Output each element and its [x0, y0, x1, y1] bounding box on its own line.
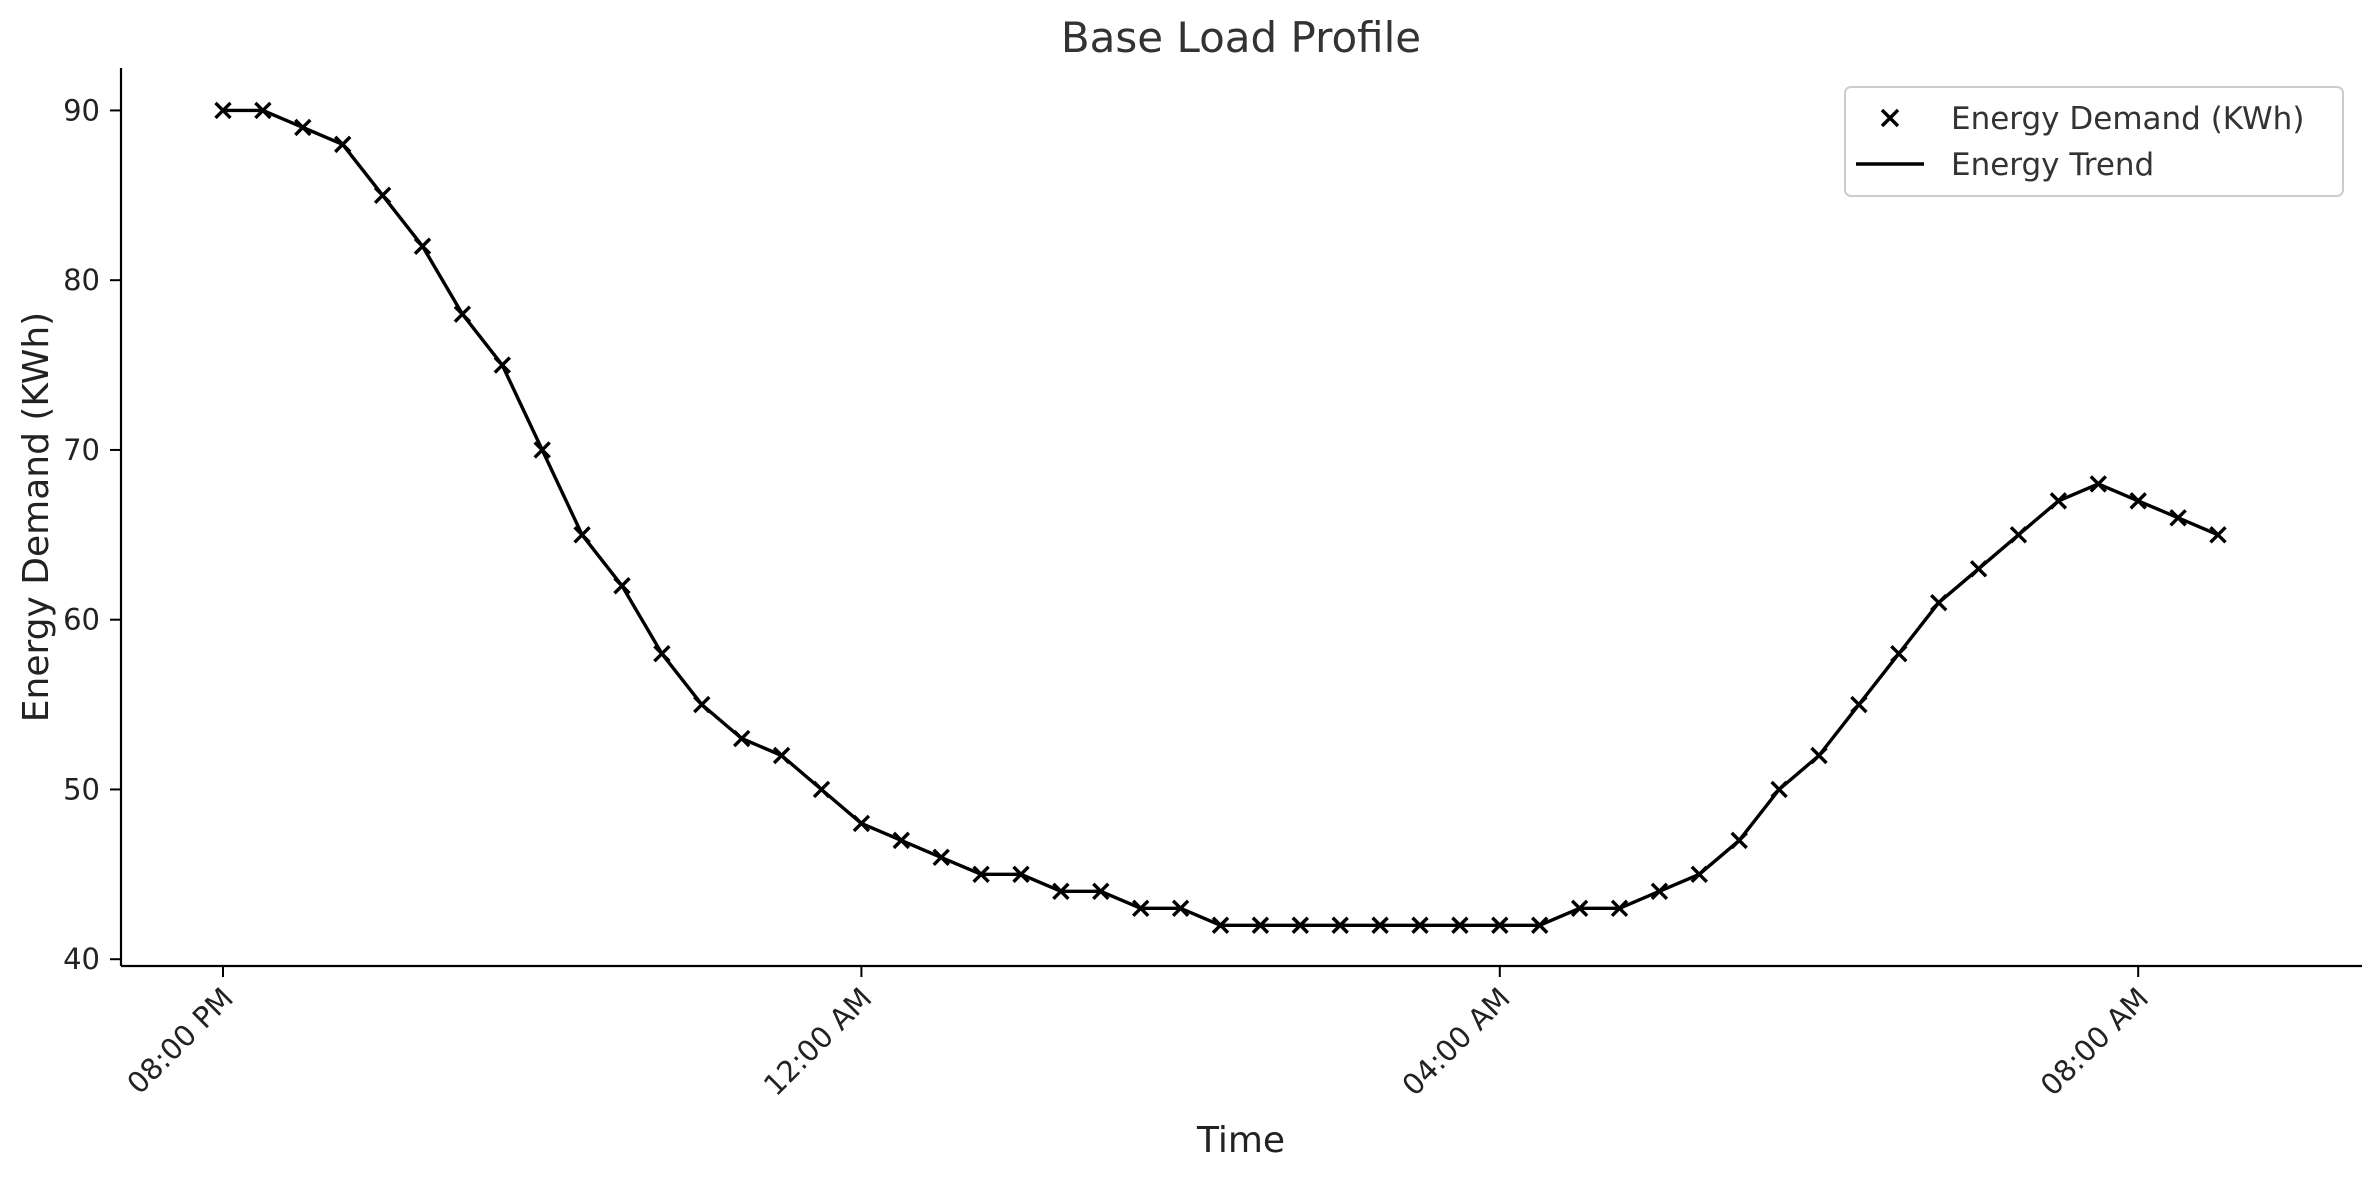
data-point-marker: [214, 101, 232, 120]
data-point-marker: [1850, 695, 1868, 714]
x-tick-label: 04:00 AM: [1395, 981, 1516, 1102]
data-point-marker: [1451, 916, 1469, 934]
data-point-marker: [1730, 831, 1748, 850]
y-tick-label: 90: [63, 93, 100, 127]
data-point-marker: [2129, 492, 2147, 510]
data-point-marker: [772, 746, 791, 765]
data-point-marker: [333, 135, 352, 154]
data-point-marker: [413, 237, 432, 255]
data-point-marker: [1810, 746, 1828, 765]
data-point-marker: [1570, 899, 1589, 917]
data-point-marker: [852, 814, 871, 833]
data-point-marker: [373, 186, 392, 205]
data-point-marker: [254, 101, 272, 120]
data-point-marker: [453, 305, 472, 323]
data-point-marker: [1929, 594, 1948, 612]
legend-label-energy-trend: Energy Trend: [1951, 147, 2154, 183]
legend-box: [1844, 86, 2344, 197]
legend-label-energy-demand: Energy Demand (KWh): [1951, 101, 2304, 137]
y-ticks: 40 50 60 70 80 90: [63, 93, 121, 976]
x-ticks: 08:00 PM 12:00 AM 04:00 AM 08:00 AM: [120, 966, 2155, 1102]
data-point-marker: [1092, 882, 1110, 901]
data-point-marker: [693, 695, 711, 714]
legend: Energy Demand (KWh) Energy Trend: [1844, 86, 2344, 197]
data-point-marker: [573, 526, 591, 544]
y-tick-label: 50: [63, 772, 100, 806]
data-point-marker: [1211, 916, 1230, 934]
axes: [119, 68, 2362, 968]
data-point-marker: [1690, 865, 1709, 884]
energy-trend-line: [223, 108, 2219, 927]
x-tick-label: 12:00 AM: [757, 981, 878, 1102]
chart-title: Base Load Profile: [1061, 13, 1421, 62]
x-tick-label: 08:00 AM: [2034, 981, 2155, 1102]
data-point-marker: [294, 118, 312, 137]
data-point-marker: [1650, 882, 1669, 901]
data-point-marker: [2009, 526, 2028, 544]
data-point-marker: [1331, 916, 1349, 934]
data-point-marker: [1371, 916, 1389, 934]
data-point-marker: [1291, 916, 1310, 934]
data-point-marker: [1770, 780, 1788, 799]
data-point-marker: [653, 644, 671, 663]
data-point-marker: [2049, 492, 2068, 510]
data-point-marker: [1530, 916, 1549, 934]
plot-area: [214, 101, 2227, 934]
data-point-marker: [2089, 475, 2108, 493]
data-point-marker: [812, 780, 831, 799]
data-point-marker: [1171, 899, 1190, 917]
data-point-marker: [1012, 865, 1030, 884]
data-point-marker: [533, 441, 551, 459]
data-point-marker: [932, 848, 950, 867]
data-point-marker: [1969, 560, 1988, 578]
data-point-marker: [613, 577, 631, 595]
x-tick-label: 08:00 PM: [120, 981, 240, 1101]
data-point-marker: [493, 356, 512, 374]
x-axis-title: Time: [1196, 1120, 1285, 1161]
y-axis-title: Energy Demand (KWh): [16, 312, 57, 722]
y-tick-label: 70: [63, 433, 100, 467]
data-point-marker: [972, 865, 990, 884]
data-point-marker: [732, 729, 751, 748]
data-point-marker: [1052, 882, 1070, 901]
data-point-marker: [892, 831, 911, 850]
y-tick-label: 80: [63, 263, 100, 297]
y-tick-label: 60: [63, 603, 100, 637]
data-point-marker: [1251, 916, 1270, 934]
legend-marker-icon: [1880, 108, 1900, 128]
data-point-marker: [1890, 644, 1908, 663]
data-point-marker: [1610, 899, 1629, 917]
data-point-marker: [1491, 916, 1509, 934]
data-point-marker: [1411, 916, 1429, 934]
y-tick-label: 40: [63, 942, 100, 976]
data-point-marker: [2169, 509, 2187, 527]
data-point-marker: [1131, 899, 1150, 917]
energy-demand-markers: [214, 101, 2227, 934]
data-point-marker: [2209, 526, 2227, 544]
